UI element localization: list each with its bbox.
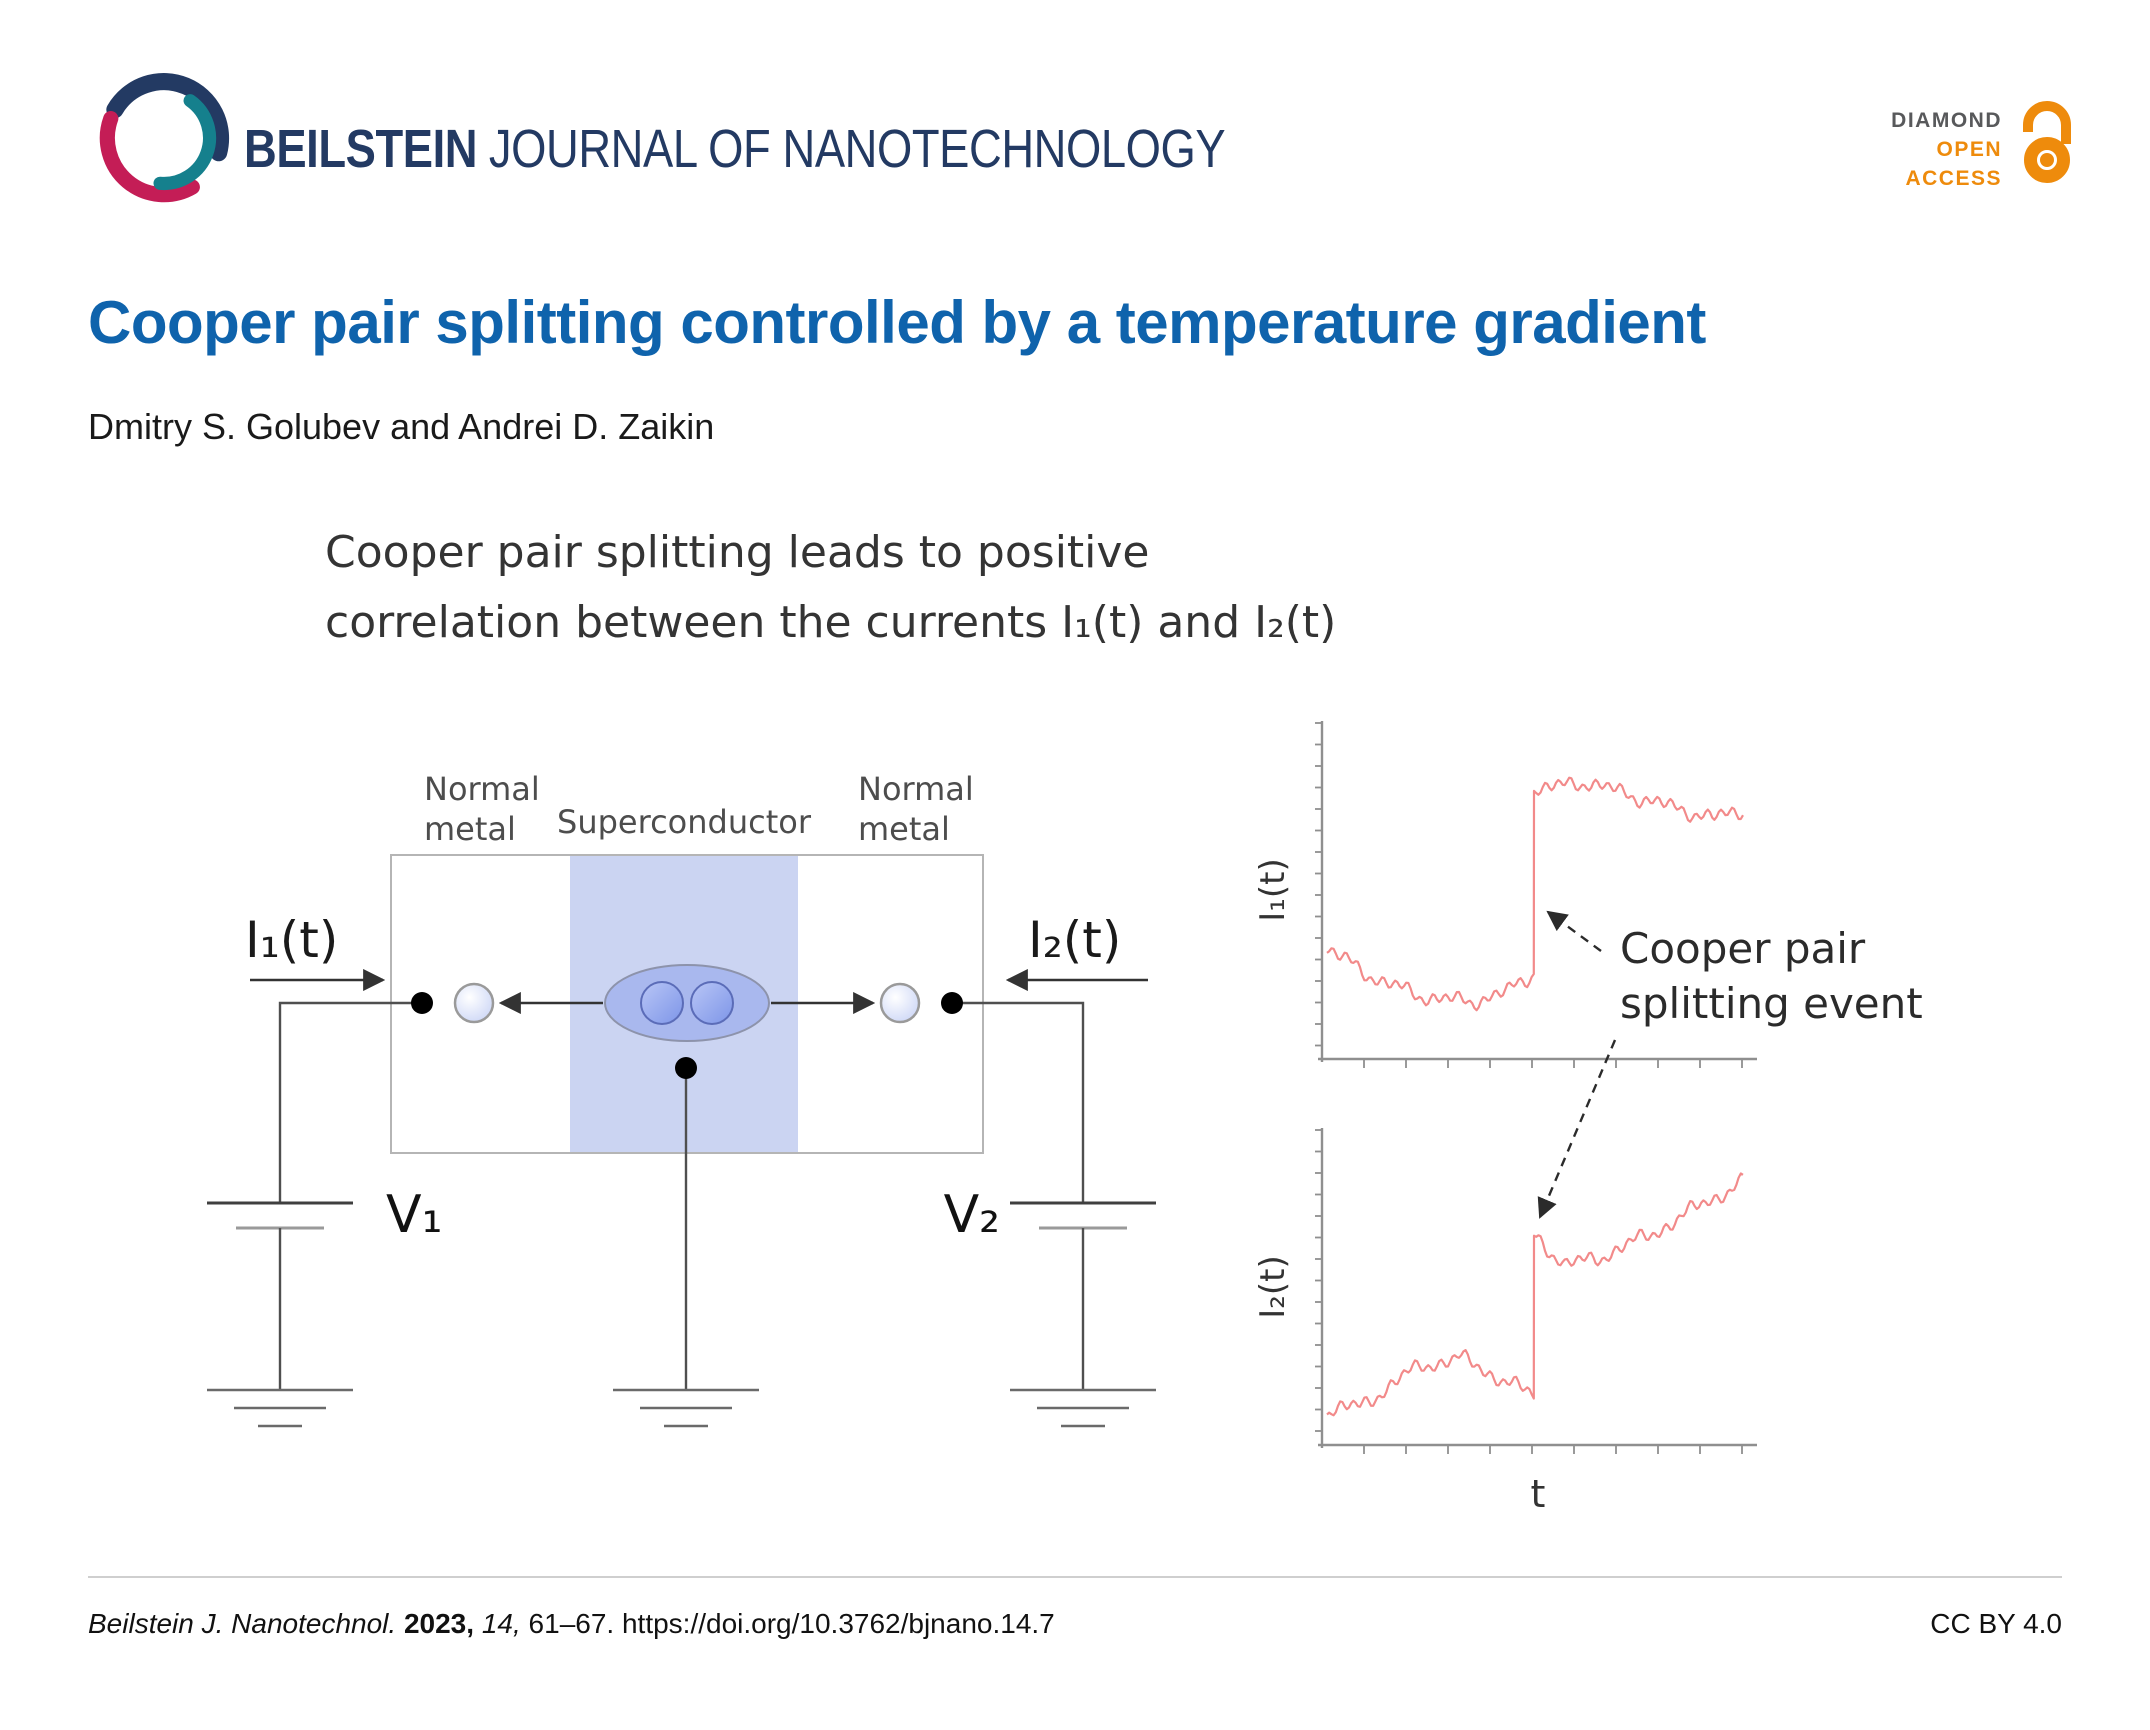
- citation-volume: 14,: [481, 1608, 521, 1639]
- normal-metal-right-label-line2: metal: [858, 810, 950, 848]
- license-label: CC BY 4.0: [1930, 1608, 2062, 1639]
- figure-caption-line1: Cooper pair splitting leads to positive: [325, 527, 1150, 578]
- contact-dot-right: [941, 992, 963, 1014]
- annotation-line2: splitting event: [1620, 979, 1923, 1028]
- ground-right-icon: [1010, 1388, 1156, 1428]
- badge-access: ACCESS: [1905, 167, 2002, 190]
- splitting-event-arrow-2: [1537, 1039, 1617, 1219]
- cooper-pair-ellipse: [604, 964, 770, 1042]
- citation-year: 2023,: [403, 1608, 475, 1639]
- badge-diamond: DIAMOND: [1891, 109, 2002, 132]
- annotation-arrows: [1537, 910, 1617, 1219]
- split-electron-left: [453, 982, 495, 1024]
- badge-open: OPEN: [1936, 138, 2002, 161]
- split-electron-right: [879, 982, 921, 1024]
- contact-dot-center: [675, 1057, 697, 1079]
- contact-dot-left: [411, 992, 433, 1014]
- device-diagram: Normal metal Superconductor Normal metal…: [207, 770, 1156, 1428]
- voltage-V2-label: V₂: [944, 1185, 1000, 1245]
- left-wire: [278, 1001, 422, 1203]
- splitting-event-arrow-1: [1546, 910, 1602, 952]
- authors: Dmitry S. Golubev and Andrei D. Zaikin: [88, 406, 715, 447]
- voltage-V1-label: V₁: [386, 1185, 442, 1245]
- current-trace-1: [1326, 776, 1744, 1012]
- current-I1-label: I₁(t): [245, 911, 338, 969]
- pair-electron-left: [640, 981, 684, 1025]
- journal-name-rest: JOURNAL OF NANOTECHNOLOGY: [488, 119, 1226, 179]
- superconductor-label: Superconductor: [557, 803, 812, 841]
- logo-arc-teal: [153, 94, 217, 191]
- current-plot-I1: I₁(t): [1253, 721, 1757, 1068]
- beilstein-logo-icon: [99, 73, 230, 203]
- logo-arc-navy: [106, 73, 230, 162]
- plot2-x-axis-label: t: [1531, 1472, 1546, 1516]
- footer-divider: [88, 1576, 2062, 1578]
- plot2-y-axis-label: I₂(t): [1253, 1255, 1293, 1319]
- figure-caption: Cooper pair splitting leads to positive …: [325, 518, 1336, 658]
- ground-left-icon: [207, 1388, 353, 1428]
- normal-metal-left-label-line2: metal: [424, 810, 516, 848]
- right-wire: [952, 1001, 1085, 1203]
- figure-caption-line2: correlation between the currents I₁(t) a…: [325, 597, 1337, 648]
- lock-keyhole: [2040, 153, 2054, 167]
- annotation-line1: Cooper pair: [1620, 924, 1866, 973]
- open-access-badge: DIAMOND OPEN ACCESS: [1790, 106, 2002, 193]
- pair-electron-right: [690, 981, 734, 1025]
- cooper-pair: [604, 964, 770, 1042]
- splitting-event-annotation: Cooper pair splitting event: [1537, 910, 1923, 1219]
- journal-name-bold: BEILSTEIN: [244, 119, 478, 179]
- normal-metal-left-label-line1: Normal: [424, 770, 540, 808]
- logo-arc-crimson: [99, 110, 200, 203]
- citation-journal: Beilstein J. Nanotechnol.: [88, 1608, 397, 1639]
- plot1-y-axis-label: I₁(t): [1253, 858, 1293, 922]
- page-title: Cooper pair splitting controlled by a te…: [88, 289, 1706, 356]
- lock-body: [2024, 137, 2070, 183]
- citation: Beilstein J. Nanotechnol. 2023, 14, 61–6…: [88, 1608, 1055, 1640]
- ground-center-icon: [613, 1388, 759, 1428]
- current-plot-I2: I₂(t) t: [1253, 1128, 1757, 1516]
- citation-pages-doi: 61–67. https://doi.org/10.3762/bjnano.14…: [528, 1608, 1055, 1639]
- lock-shackle: [2023, 101, 2071, 144]
- current-trace-2: [1326, 1172, 1744, 1417]
- journal-name: BEILSTEIN JOURNAL OF NANOTECHNOLOGY: [244, 118, 1412, 180]
- current-I2-label: I₂(t): [1028, 911, 1121, 969]
- open-access-lock-icon: [2023, 101, 2071, 183]
- normal-metal-right-label-line1: Normal: [858, 770, 974, 808]
